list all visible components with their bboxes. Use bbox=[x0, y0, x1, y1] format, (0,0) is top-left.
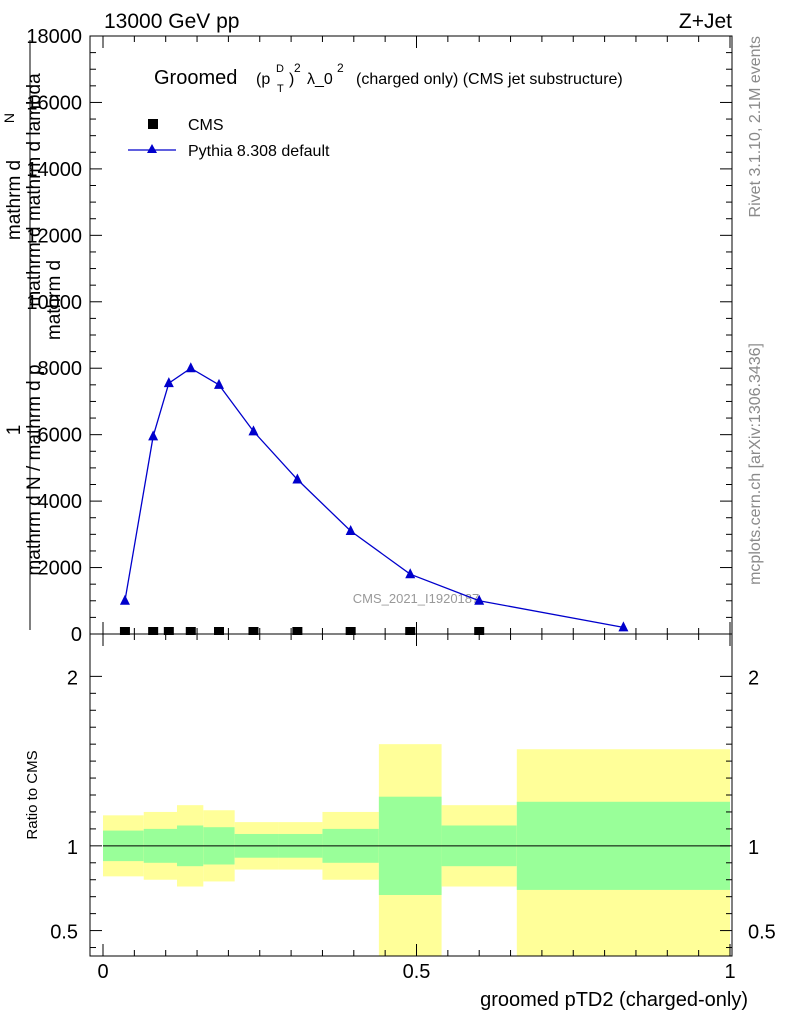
cms-point bbox=[213, 627, 224, 635]
ratio-y-tick-label-right: 1 bbox=[748, 837, 759, 859]
x-tick-label: 1 bbox=[724, 961, 735, 983]
ratio-y-tick-label-right: 2 bbox=[748, 667, 759, 689]
x-tick-label: 0.5 bbox=[403, 961, 431, 983]
mcplots-label: mcplots.cern.ch [arXiv:1306.3436] bbox=[747, 343, 764, 585]
pythia-point bbox=[148, 430, 159, 441]
ratio-y-tick-label: 0.5 bbox=[50, 922, 78, 944]
ratio-y-tick-label: 1 bbox=[67, 837, 78, 859]
main-y-axis: 0 2000 4000 6000 8000 10000 12000 14000 16000 180… bbox=[26, 26, 732, 646]
title-formula: (p bbox=[256, 71, 270, 88]
pythia-point bbox=[119, 594, 130, 605]
main-y-tick-label: 2000 bbox=[38, 558, 83, 580]
legend-cms-marker bbox=[148, 119, 158, 129]
main-y-tick-label: 16000 bbox=[26, 92, 82, 114]
x-axis-label: groomed pTD2 (charged-only) bbox=[480, 989, 748, 1011]
ratio-bands-layer bbox=[103, 744, 730, 956]
cms-point bbox=[248, 627, 259, 635]
cms-point bbox=[474, 627, 485, 635]
main-y-tick-label: 12000 bbox=[26, 225, 82, 247]
plot-title: Groomed (p D T ) 2 λ_0 2 (charged only) … bbox=[154, 61, 623, 95]
pythia-point bbox=[185, 362, 196, 373]
title-close-paren: ) bbox=[289, 71, 294, 88]
main-y-tick-label: 10000 bbox=[26, 292, 82, 314]
main-y-tick-label: 4000 bbox=[38, 491, 83, 513]
pythia-point bbox=[213, 378, 224, 389]
ratio-panel: 0.5 0.51 12 2 0 0.5 1 Ratio to CMS groomed pT… bbox=[24, 633, 776, 1011]
cms-point bbox=[345, 627, 356, 635]
legend-pythia-label: Pythia 8.308 default bbox=[188, 143, 330, 160]
ylabel-numerator: mathrm d bbox=[4, 160, 25, 240]
title-pow-2: 2 bbox=[337, 61, 344, 75]
main-y-tick-label: 8000 bbox=[38, 358, 83, 380]
ylabel-fraction-bottom: mathrm d N / mathrm d p bbox=[24, 364, 45, 575]
cms-point bbox=[185, 627, 196, 635]
title-sub-t: T bbox=[277, 83, 284, 95]
pythia-point bbox=[618, 621, 629, 632]
main-y-tick-label: 6000 bbox=[38, 425, 83, 447]
title-suffix: (charged only) (CMS jet substructure) bbox=[356, 71, 623, 88]
rivet-label: Rivet 3.1.10, 2.1M events bbox=[747, 36, 764, 217]
title-prefix: Groomed bbox=[154, 67, 237, 89]
ratio-y-tick-label: 2 bbox=[67, 667, 78, 689]
main-y-tick-label: 18000 bbox=[26, 26, 82, 48]
title-pow: 2 bbox=[294, 61, 301, 75]
pythia-point bbox=[163, 377, 174, 388]
legend-pythia-marker bbox=[147, 144, 157, 153]
pythia-series-line bbox=[124, 367, 624, 628]
ratio-y-tick-label-right: 0.5 bbox=[748, 922, 776, 944]
title-sup-d: D bbox=[276, 63, 284, 75]
main-panel-frame bbox=[89, 35, 733, 635]
ylabel-denominator: mathrm d mathrm d lambda bbox=[24, 73, 45, 307]
legend: CMS Pythia 8.308 default bbox=[128, 117, 330, 160]
pythia-point bbox=[474, 594, 485, 605]
ratio-y-axis: 0.5 0.5 1 1 2 2 bbox=[50, 667, 776, 949]
pythia-point bbox=[248, 425, 259, 436]
main-y-label: 1 mathrm d N / mathrm d p mathrm d N mat… bbox=[1, 40, 65, 630]
energy-label: 13000 GeV pp bbox=[104, 10, 239, 33]
main-series-layer bbox=[119, 362, 629, 635]
watermark: CMS_2021_I1920187 bbox=[353, 591, 480, 606]
main-y-tick-label: 0 bbox=[71, 624, 82, 646]
main-x-axis bbox=[102, 36, 731, 634]
process-label: Z+Jet bbox=[679, 10, 732, 33]
ylabel-fraction-extra: mathrm d bbox=[44, 260, 65, 340]
ratio-y-label: Ratio to CMS bbox=[24, 750, 41, 839]
main-y-tick-label: 14000 bbox=[26, 159, 82, 181]
ratio-x-axis: 0 0.5 1 bbox=[97, 634, 736, 983]
main-panel: 0 2000 4000 6000 8000 10000 12000 14000 16000 180… bbox=[1, 26, 733, 646]
title-lambda: λ_0 bbox=[307, 71, 333, 88]
pythia-point bbox=[292, 473, 303, 484]
x-tick-label: 0 bbox=[97, 961, 108, 983]
cms-point bbox=[119, 627, 130, 635]
ylabel-one: 1 bbox=[4, 425, 25, 436]
ylabel-numerator-n: N bbox=[1, 113, 17, 123]
cms-point bbox=[148, 627, 159, 635]
cms-point bbox=[163, 627, 174, 635]
cms-point bbox=[292, 627, 303, 635]
pythia-point bbox=[405, 568, 416, 579]
cms-point bbox=[405, 627, 416, 635]
legend-cms-label: CMS bbox=[188, 117, 224, 134]
pythia-point bbox=[345, 525, 356, 536]
